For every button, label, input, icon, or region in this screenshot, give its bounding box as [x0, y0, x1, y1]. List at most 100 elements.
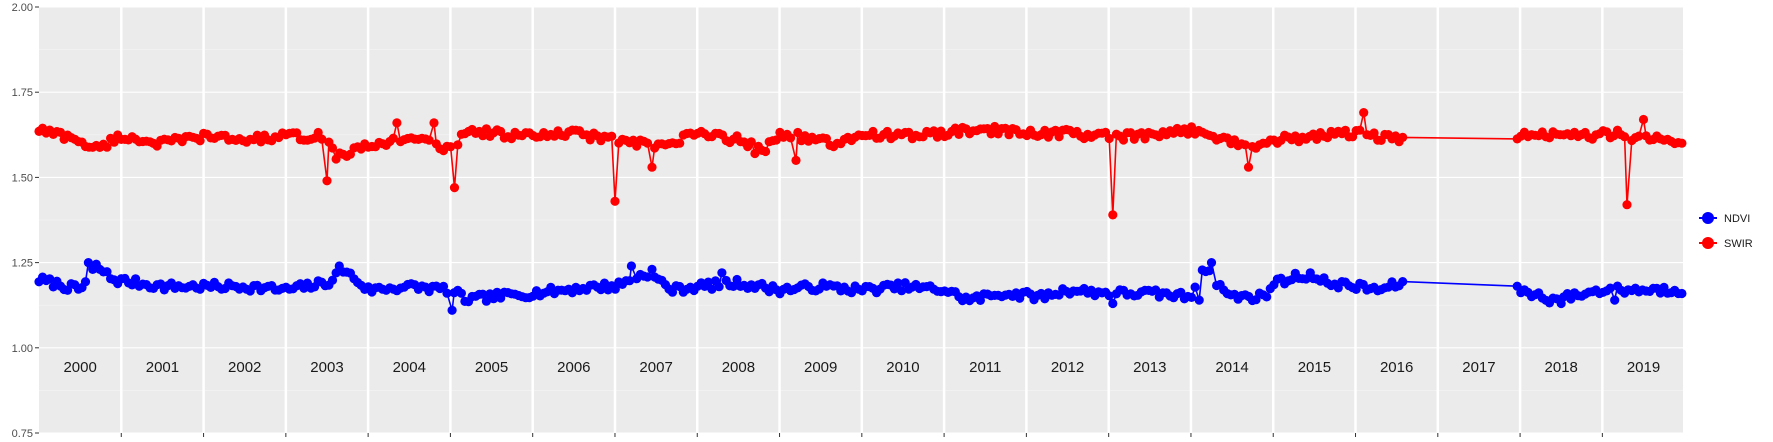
- data-point-ndvi: [1104, 291, 1114, 301]
- data-point-ndvi: [1206, 258, 1217, 268]
- data-point-swir: [429, 118, 439, 128]
- legend: NDVI SWIR: [1699, 212, 1753, 250]
- data-point-swir: [607, 131, 617, 141]
- data-point-swir: [1243, 162, 1254, 172]
- year-label: 2002: [228, 359, 261, 376]
- year-label: 2010: [886, 359, 919, 376]
- data-point-swir: [585, 135, 595, 145]
- data-point-ndvi: [1151, 285, 1161, 295]
- data-point-ndvi: [442, 288, 452, 298]
- data-point-swir: [1186, 122, 1197, 132]
- data-point-ndvi: [703, 277, 713, 287]
- y-tick-label: 1.00: [12, 343, 33, 355]
- data-point-ndvi: [1108, 298, 1118, 309]
- data-point-swir: [322, 176, 332, 186]
- data-point-ndvi: [331, 268, 341, 278]
- legend-key-swir: [1702, 237, 1714, 249]
- data-point-swir: [761, 146, 771, 157]
- year-label: 2011: [969, 359, 1001, 376]
- data-point-swir: [986, 129, 996, 139]
- data-point-swir: [392, 118, 402, 128]
- year-label: 2012: [1051, 359, 1084, 376]
- data-point-ndvi: [83, 258, 93, 268]
- data-point-ndvi: [1194, 295, 1204, 305]
- data-point-swir: [1634, 131, 1644, 141]
- data-point-swir: [786, 133, 796, 143]
- year-label: 2019: [1627, 359, 1660, 376]
- data-point-swir: [1369, 128, 1379, 138]
- data-point-ndvi: [481, 296, 491, 306]
- data-point-swir: [453, 140, 463, 150]
- data-point-swir: [1398, 132, 1408, 142]
- data-point-ndvi: [1677, 288, 1687, 299]
- data-point-ndvi: [447, 305, 457, 315]
- data-point-ndvi: [642, 272, 653, 282]
- series-ndvi: [34, 258, 1687, 315]
- data-point-swir: [1677, 138, 1687, 148]
- data-point-ndvi: [80, 277, 91, 287]
- y-tick-label: 1.75: [12, 87, 33, 99]
- data-point-ndvi: [647, 264, 657, 274]
- data-point-swir: [990, 121, 1000, 132]
- year-label: 2000: [63, 359, 96, 376]
- data-point-swir: [1638, 114, 1649, 125]
- data-point-swir: [449, 183, 460, 193]
- data-point-swir: [102, 142, 112, 152]
- year-label: 2008: [722, 359, 755, 376]
- data-point-ndvi: [1186, 292, 1197, 302]
- data-point-swir: [1622, 200, 1632, 210]
- year-label: 2009: [804, 359, 837, 376]
- data-point-ndvi: [728, 281, 739, 291]
- data-point-swir: [481, 124, 491, 134]
- series-swir: [34, 108, 1687, 220]
- data-point-ndvi: [610, 284, 620, 294]
- data-point-ndvi: [438, 281, 449, 291]
- y-tick-label: 2.00: [12, 2, 33, 14]
- data-point-swir: [1620, 132, 1630, 142]
- y-tick-label: 1.50: [12, 172, 33, 184]
- data-point-ndvi: [625, 276, 635, 286]
- year-label: 2001: [146, 359, 179, 376]
- data-point-swir: [109, 137, 119, 147]
- year-label: 2004: [393, 359, 426, 376]
- year-label: 2006: [557, 359, 590, 376]
- data-point-swir: [675, 138, 685, 148]
- data-point-swir: [292, 128, 302, 138]
- data-point-swir: [750, 148, 760, 159]
- year-label: 2017: [1462, 359, 1495, 376]
- data-point-ndvi: [1398, 277, 1408, 287]
- legend-item-swir: SWIR: [1699, 237, 1753, 250]
- data-point-ndvi: [327, 275, 338, 285]
- data-point-ndvi: [717, 268, 727, 278]
- data-point-ndvi: [893, 278, 903, 288]
- data-point-swir: [317, 134, 327, 144]
- legend-item-ndvi: NDVI: [1699, 212, 1750, 225]
- data-point-swir: [642, 138, 653, 148]
- data-point-swir: [793, 127, 803, 138]
- y-tick-label: 0.75: [12, 428, 33, 440]
- series-layer: [34, 108, 1687, 315]
- data-point-ndvi: [897, 286, 907, 296]
- data-point-ndvi: [707, 284, 717, 294]
- data-point-ndvi: [1610, 295, 1620, 305]
- data-point-ndvi: [478, 289, 488, 299]
- data-point-ndvi: [1190, 282, 1200, 292]
- data-point-swir: [1355, 125, 1365, 135]
- data-point-swir: [327, 143, 338, 153]
- data-point-swir: [424, 135, 434, 145]
- data-point-ndvi: [714, 282, 724, 292]
- data-point-swir: [1183, 129, 1193, 139]
- data-point-swir: [821, 134, 832, 144]
- data-point-swir: [55, 127, 66, 137]
- legend-label-ndvi: NDVI: [1724, 213, 1750, 225]
- data-point-ndvi: [1262, 292, 1272, 302]
- data-point-swir: [478, 131, 488, 141]
- data-point-ndvi: [1605, 283, 1615, 293]
- data-point-swir: [1104, 133, 1114, 144]
- data-point-swir: [647, 162, 657, 172]
- year-label: 2005: [475, 359, 508, 376]
- data-point-swir: [195, 136, 205, 146]
- y-tick-label: 1.25: [12, 258, 33, 270]
- data-point-swir: [1240, 140, 1250, 150]
